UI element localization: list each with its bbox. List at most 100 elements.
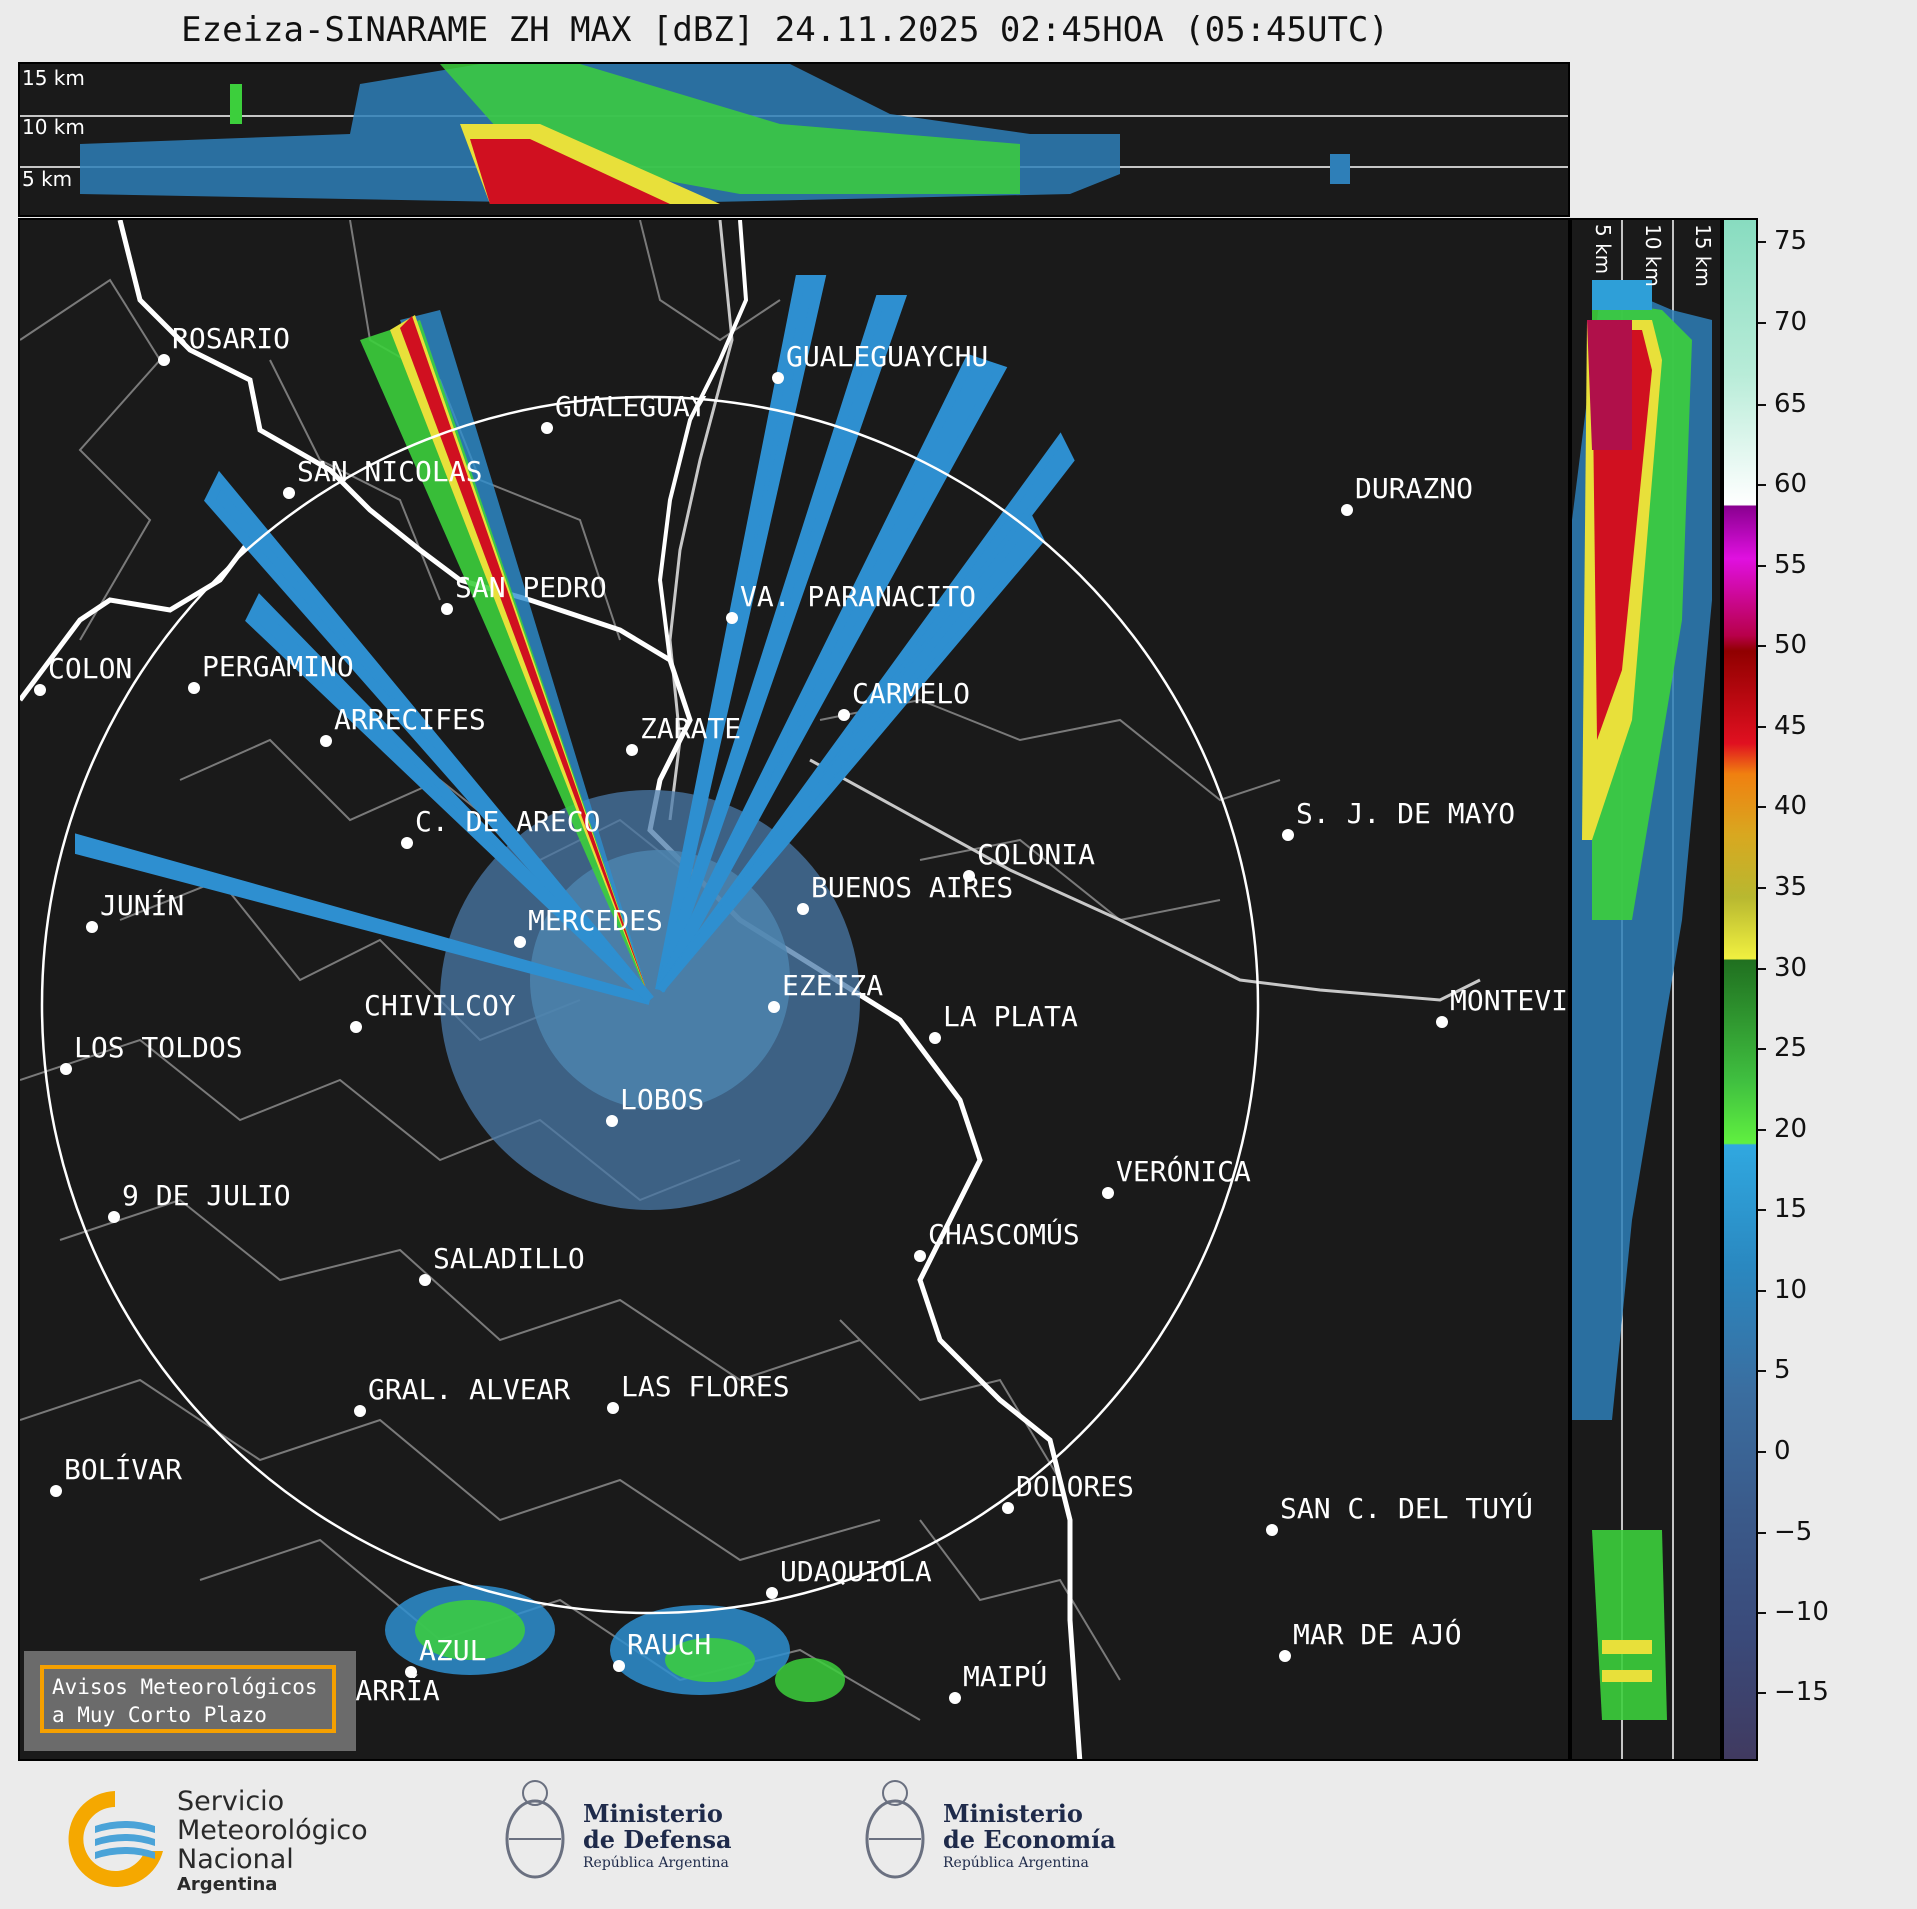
smn-line-2: Meteorológico [177, 1815, 368, 1846]
city-marker [188, 682, 200, 694]
city-labels: ROSARIO GUALEGUAYCHU GUALEGUAY SAN NICOLAS D… [34, 322, 1570, 1718]
colorbar-tick-label: 5 [1758, 1355, 1791, 1385]
defensa-line-2: de Defensa [583, 1825, 732, 1854]
city-label: 9 DE JULIO [122, 1179, 291, 1212]
city-label: SAN NICOLAS [297, 455, 482, 488]
colorbar-tick-label: 40 [1758, 791, 1807, 821]
city-label: COLONIA [977, 838, 1095, 871]
economia-line-2: de Economía [943, 1825, 1116, 1854]
city-label: CHIVILCOY [364, 989, 516, 1022]
city-marker [797, 903, 809, 915]
city-marker [401, 837, 413, 849]
height-label-5km: 5 km [22, 167, 72, 191]
colorbar-tick-label: 45 [1758, 711, 1807, 741]
city-marker [86, 921, 98, 933]
radar-echoes [75, 275, 1075, 1702]
city-marker [354, 1405, 366, 1417]
city-label: CARMELO [852, 677, 970, 710]
colorbar-tick-label: −5 [1758, 1517, 1812, 1547]
city-marker [1282, 829, 1294, 841]
city-marker [607, 1402, 619, 1414]
city-label: ARRECIFES [334, 703, 486, 736]
radar-map: ROSARIO GUALEGUAYCHU GUALEGUAY SAN NICOLAS D… [20, 220, 1570, 1759]
city-marker [1266, 1524, 1278, 1536]
page-title: Ezeiza-SINARAME ZH MAX [dBZ] 24.11.2025 … [181, 10, 1389, 50]
city-label: ZARATE [640, 712, 741, 745]
city-label: LOS TOLDOS [74, 1031, 243, 1064]
colorbar-ticks: 75 70 65 60 55 50 45 40 35 30 25 20 15 10 5 0 −5 −10 −15 [1758, 218, 1908, 1761]
city-label: UDAQUIOLA [780, 1555, 932, 1588]
smn-logo: Servicio Meteorológico Nacional Argentin… [55, 1765, 395, 1909]
city-label: DURAZNO [1355, 472, 1473, 505]
city-label: COLON [48, 652, 132, 685]
city-label: S. J. DE MAYO [1296, 797, 1515, 830]
city-marker [514, 936, 526, 948]
city-marker [1279, 1650, 1291, 1662]
city-marker [419, 1274, 431, 1286]
city-marker [441, 603, 453, 615]
city-marker [726, 612, 738, 624]
city-marker [772, 372, 784, 384]
city-label: VERÓNICA [1116, 1154, 1251, 1188]
city-label: MAIPÚ [963, 1659, 1047, 1693]
colorbar-tick-label: 30 [1758, 953, 1807, 983]
city-label: BUENOS AIRES [811, 871, 1013, 904]
city-label: VA. PARANACITO [740, 580, 976, 613]
colorbar-tick-label: 35 [1758, 872, 1807, 902]
colorbar [1722, 218, 1758, 1761]
city-marker [606, 1115, 618, 1127]
city-marker [350, 1021, 362, 1033]
colorbar-tick-label: −10 [1758, 1597, 1829, 1627]
colorbar-tick-label: 50 [1758, 630, 1807, 660]
economia-line-1: Ministerio [943, 1799, 1083, 1828]
defensa-logo: Ministerio de Defensa República Argentin… [495, 1765, 795, 1909]
city-label: SALADILLO [433, 1242, 585, 1275]
city-marker [34, 684, 46, 696]
warning-box[interactable]: Avisos Meteorológicos a Muy Corto Plazo [24, 1651, 356, 1751]
smn-line-3: Nacional [177, 1844, 294, 1875]
height-label-15km: 15 km [22, 66, 85, 90]
city-label: JUNÍN [100, 888, 184, 922]
top-cross-section-panel: 15 km 10 km 5 km [18, 62, 1570, 217]
city-label: CHASCOMÚS [928, 1217, 1080, 1251]
footer: Servicio Meteorológico Nacional Argentin… [0, 1765, 1917, 1909]
colorbar-tick-label: 65 [1758, 389, 1807, 419]
city-marker [50, 1485, 62, 1497]
side-height-label-15km: 15 km [1691, 224, 1715, 287]
city-marker [283, 487, 295, 499]
city-marker [838, 709, 850, 721]
city-label: GUALEGUAY [555, 390, 707, 423]
warning-box-frame[interactable]: Avisos Meteorológicos a Muy Corto Plazo [40, 1665, 336, 1733]
city-label: PERGAMINO [202, 650, 354, 683]
colorbar-tick-label: 55 [1758, 550, 1807, 580]
smn-line-1: Servicio [177, 1786, 285, 1817]
defensa-line-1: Ministerio [583, 1799, 723, 1828]
city-label: SAN C. DEL TUYÚ [1280, 1491, 1533, 1525]
warning-line-1: Avisos Meteorológicos [52, 1675, 318, 1699]
colorbar-tick-label: 25 [1758, 1033, 1807, 1063]
city-label: LAS FLORES [621, 1370, 790, 1403]
city-label: GRAL. ALVEAR [368, 1373, 570, 1406]
city-label: RAUCH [627, 1628, 711, 1661]
radar-map-panel[interactable]: ROSARIO GUALEGUAYCHU GUALEGUAY SAN NICOLAS D… [18, 218, 1570, 1761]
colorbar-tick-label: −15 [1758, 1677, 1829, 1707]
colorbar-tick-label: 0 [1758, 1436, 1791, 1466]
city-label: DOLORES [1016, 1470, 1134, 1503]
city-marker [613, 1660, 625, 1672]
city-marker [626, 744, 638, 756]
city-label: MONTEVIDEO [1450, 984, 1570, 1017]
side-height-label-5km: 5 km [1591, 224, 1615, 274]
city-marker [914, 1250, 926, 1262]
city-marker [60, 1063, 72, 1075]
colorbar-tick-label: 20 [1758, 1114, 1807, 1144]
city-marker [1436, 1016, 1448, 1028]
city-marker [108, 1211, 120, 1223]
city-marker [541, 422, 553, 434]
colorbar-tick-label: 75 [1758, 226, 1807, 256]
city-marker [1102, 1187, 1114, 1199]
city-marker [158, 354, 170, 366]
range-ring [40, 395, 1260, 1615]
city-marker [1002, 1502, 1014, 1514]
city-label: AZUL [419, 1634, 486, 1667]
city-label: GUALEGUAYCHU [786, 340, 988, 373]
